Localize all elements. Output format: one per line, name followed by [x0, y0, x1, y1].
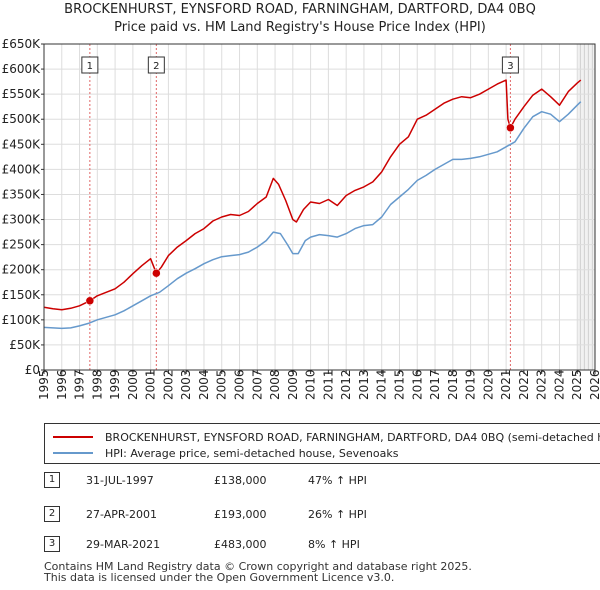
sale-marker-box — [501, 56, 519, 74]
x-tick-label: 2007 — [250, 369, 264, 400]
x-tick-label: 2018 — [446, 369, 460, 400]
y-tick-label: £400K — [2, 162, 42, 176]
price-chart: £0 £50K £100K £150K £200K £250K £300K £350K £400… — [2, 37, 600, 400]
x-tick-label: 1999 — [108, 369, 122, 400]
sale-marker-label: 1 — [87, 61, 93, 72]
y-tick-label: £250K — [2, 238, 42, 252]
x-tick-label: 2019 — [464, 369, 478, 400]
y-tick-label: £300K — [2, 213, 42, 227]
y-tick-label: £500K — [2, 112, 42, 126]
legend-swatch-hpi — [53, 452, 93, 454]
x-tick-label: 1995 — [37, 369, 51, 400]
x-tick-label: 2015 — [392, 369, 406, 400]
x-tick-label: 2011 — [321, 369, 335, 400]
chart-title-line2: Price paid vs. HM Land Registry's House … — [114, 20, 486, 35]
hpi-line — [43, 101, 582, 330]
sale-price: £193,000 — [214, 508, 267, 521]
x-tick-label: 2025 — [570, 369, 584, 400]
sale-hpi-diff: 47% ↑ HPI — [308, 474, 367, 487]
y-tick-label: £600K — [2, 62, 42, 76]
y-tick-label: £0 — [25, 363, 40, 377]
x-tick-label: 2008 — [268, 369, 282, 400]
sale-hpi-diff: 8% ↑ HPI — [308, 538, 360, 551]
y-tick-label: £150K — [2, 288, 42, 302]
sale-hpi-diff: 26% ↑ HPI — [308, 508, 367, 521]
y-tick-label: £650K — [2, 37, 42, 51]
x-tick-label: 2010 — [304, 369, 318, 400]
x-tick-label: 2020 — [481, 369, 495, 400]
x-tick-label: 2005 — [215, 369, 229, 400]
x-tick-label: 2014 — [375, 369, 389, 400]
y-tick-label: £100K — [2, 313, 42, 327]
y-tick-label: £200K — [2, 263, 42, 277]
property-price-line — [43, 79, 582, 311]
forecast-shade — [577, 44, 595, 370]
x-tick-label: 2002 — [161, 369, 175, 400]
x-tick-label: 2024 — [552, 369, 566, 400]
footer: Contains HM Land Registry data © Crown c… — [44, 561, 472, 583]
x-tick-label: 2000 — [126, 369, 140, 400]
sale-marker-label: 2 — [153, 61, 159, 72]
sale-date: 31-JUL-1997 — [86, 474, 154, 487]
legend-item-property: BROCKENHURST, EYNSFORD ROAD, FARNINGHAM,… — [53, 429, 600, 445]
footer-licence: This data is licensed under the Open Gov… — [44, 571, 395, 584]
legend-label-property: BROCKENHURST, EYNSFORD ROAD, FARNINGHAM,… — [105, 430, 600, 444]
sale-point — [152, 268, 161, 278]
sale-number: 1 — [44, 472, 60, 488]
sale-price: £138,000 — [214, 474, 267, 487]
y-tick-label: £50K — [9, 338, 41, 352]
x-tick-label: 2003 — [179, 369, 193, 400]
x-tick-label: 2021 — [499, 369, 513, 400]
sale-price: £483,000 — [214, 538, 267, 551]
x-tick-label: 1996 — [55, 369, 69, 400]
x-tick-label: 2023 — [535, 369, 549, 400]
x-tick-label: 2009 — [286, 369, 300, 400]
chart-legend: BROCKENHURST, EYNSFORD ROAD, FARNINGHAM,… — [44, 423, 600, 464]
footer-copyright: Contains HM Land Registry data © Crown c… — [44, 560, 472, 573]
sale-marker-box — [147, 56, 165, 74]
x-tick-label: 1997 — [73, 369, 87, 400]
x-tick-label: 2001 — [144, 369, 158, 400]
x-tick-label: 2026 — [588, 369, 600, 400]
y-tick-label: £450K — [2, 137, 42, 151]
x-tick-label: 1998 — [90, 369, 104, 400]
y-tick-label: £550K — [2, 87, 42, 101]
x-tick-label: 2006 — [233, 369, 247, 400]
legend-label-hpi: HPI: Average price, semi-detached house,… — [105, 446, 399, 460]
sale-marker-box — [81, 56, 99, 74]
chart-title-line1: BROCKENHURST, EYNSFORD ROAD, FARNINGHAM,… — [64, 2, 536, 17]
sale-number: 3 — [44, 536, 60, 552]
x-tick-label: 2017 — [428, 369, 442, 400]
sale-marker-label: 3 — [507, 61, 513, 72]
x-tick-label: 2012 — [339, 369, 353, 400]
legend-swatch-property — [53, 436, 93, 438]
y-tick-label: £350K — [2, 187, 42, 201]
x-tick-label: 2013 — [357, 369, 371, 400]
sale-number: 2 — [44, 506, 60, 522]
x-tick-label: 2004 — [197, 369, 211, 400]
x-tick-label: 2016 — [410, 369, 424, 400]
legend-item-hpi: HPI: Average price, semi-detached house,… — [53, 445, 398, 461]
plot-frame — [43, 43, 596, 371]
sale-date: 27-APR-2001 — [86, 508, 158, 521]
sale-point — [85, 296, 95, 306]
x-tick-label: 2022 — [517, 369, 531, 400]
sale-date: 29-MAR-2021 — [86, 538, 161, 551]
sale-point — [506, 123, 515, 133]
